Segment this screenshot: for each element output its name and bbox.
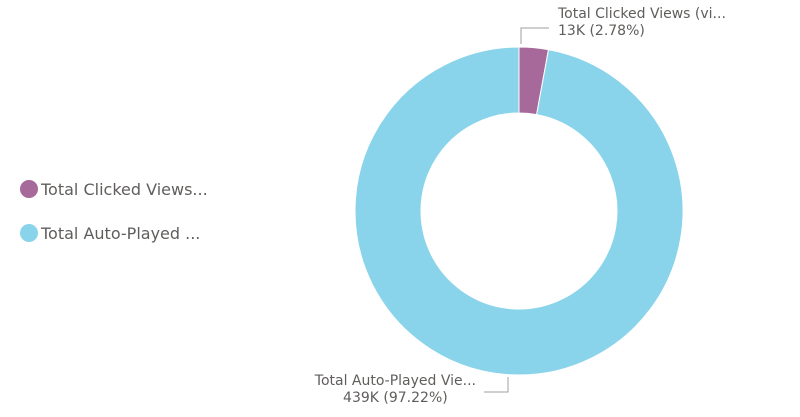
legend-item-auto-played-views[interactable]: Total Auto-Played ...	[20, 222, 250, 244]
donut-slice-1[interactable]	[354, 46, 684, 376]
data-label-clicked-views-name: Total Clicked Views (vi...	[558, 6, 726, 22]
leader-line-auto-played-views	[484, 377, 509, 393]
legend-label-auto-played-views: Total Auto-Played ...	[41, 223, 201, 243]
legend-label-clicked-views: Total Clicked Views...	[41, 179, 208, 199]
data-label-auto-played-views-name: Total Auto-Played Vie...	[314, 373, 476, 389]
legend-item-clicked-views[interactable]: Total Clicked Views...	[20, 178, 250, 200]
data-label-clicked-views-value: 13K	[558, 23, 585, 39]
leader-line-clicked-views	[520, 27, 549, 44]
chart-legend: Total Clicked Views... Total Auto-Played…	[20, 178, 250, 266]
data-label-clicked-views: Total Clicked Views (vi... 13K (2.78%)	[558, 6, 726, 40]
legend-marker-clicked-views	[20, 180, 38, 198]
data-label-auto-played-views: Total Auto-Played Vie... 439K (97.22%)	[315, 373, 476, 407]
data-label-auto-played-views-percent: (97.22%)	[383, 390, 448, 406]
legend-marker-auto-played-views	[20, 224, 38, 242]
data-label-auto-played-views-value: 439K	[343, 390, 379, 406]
data-label-clicked-views-percent: (2.78%)	[589, 23, 645, 39]
